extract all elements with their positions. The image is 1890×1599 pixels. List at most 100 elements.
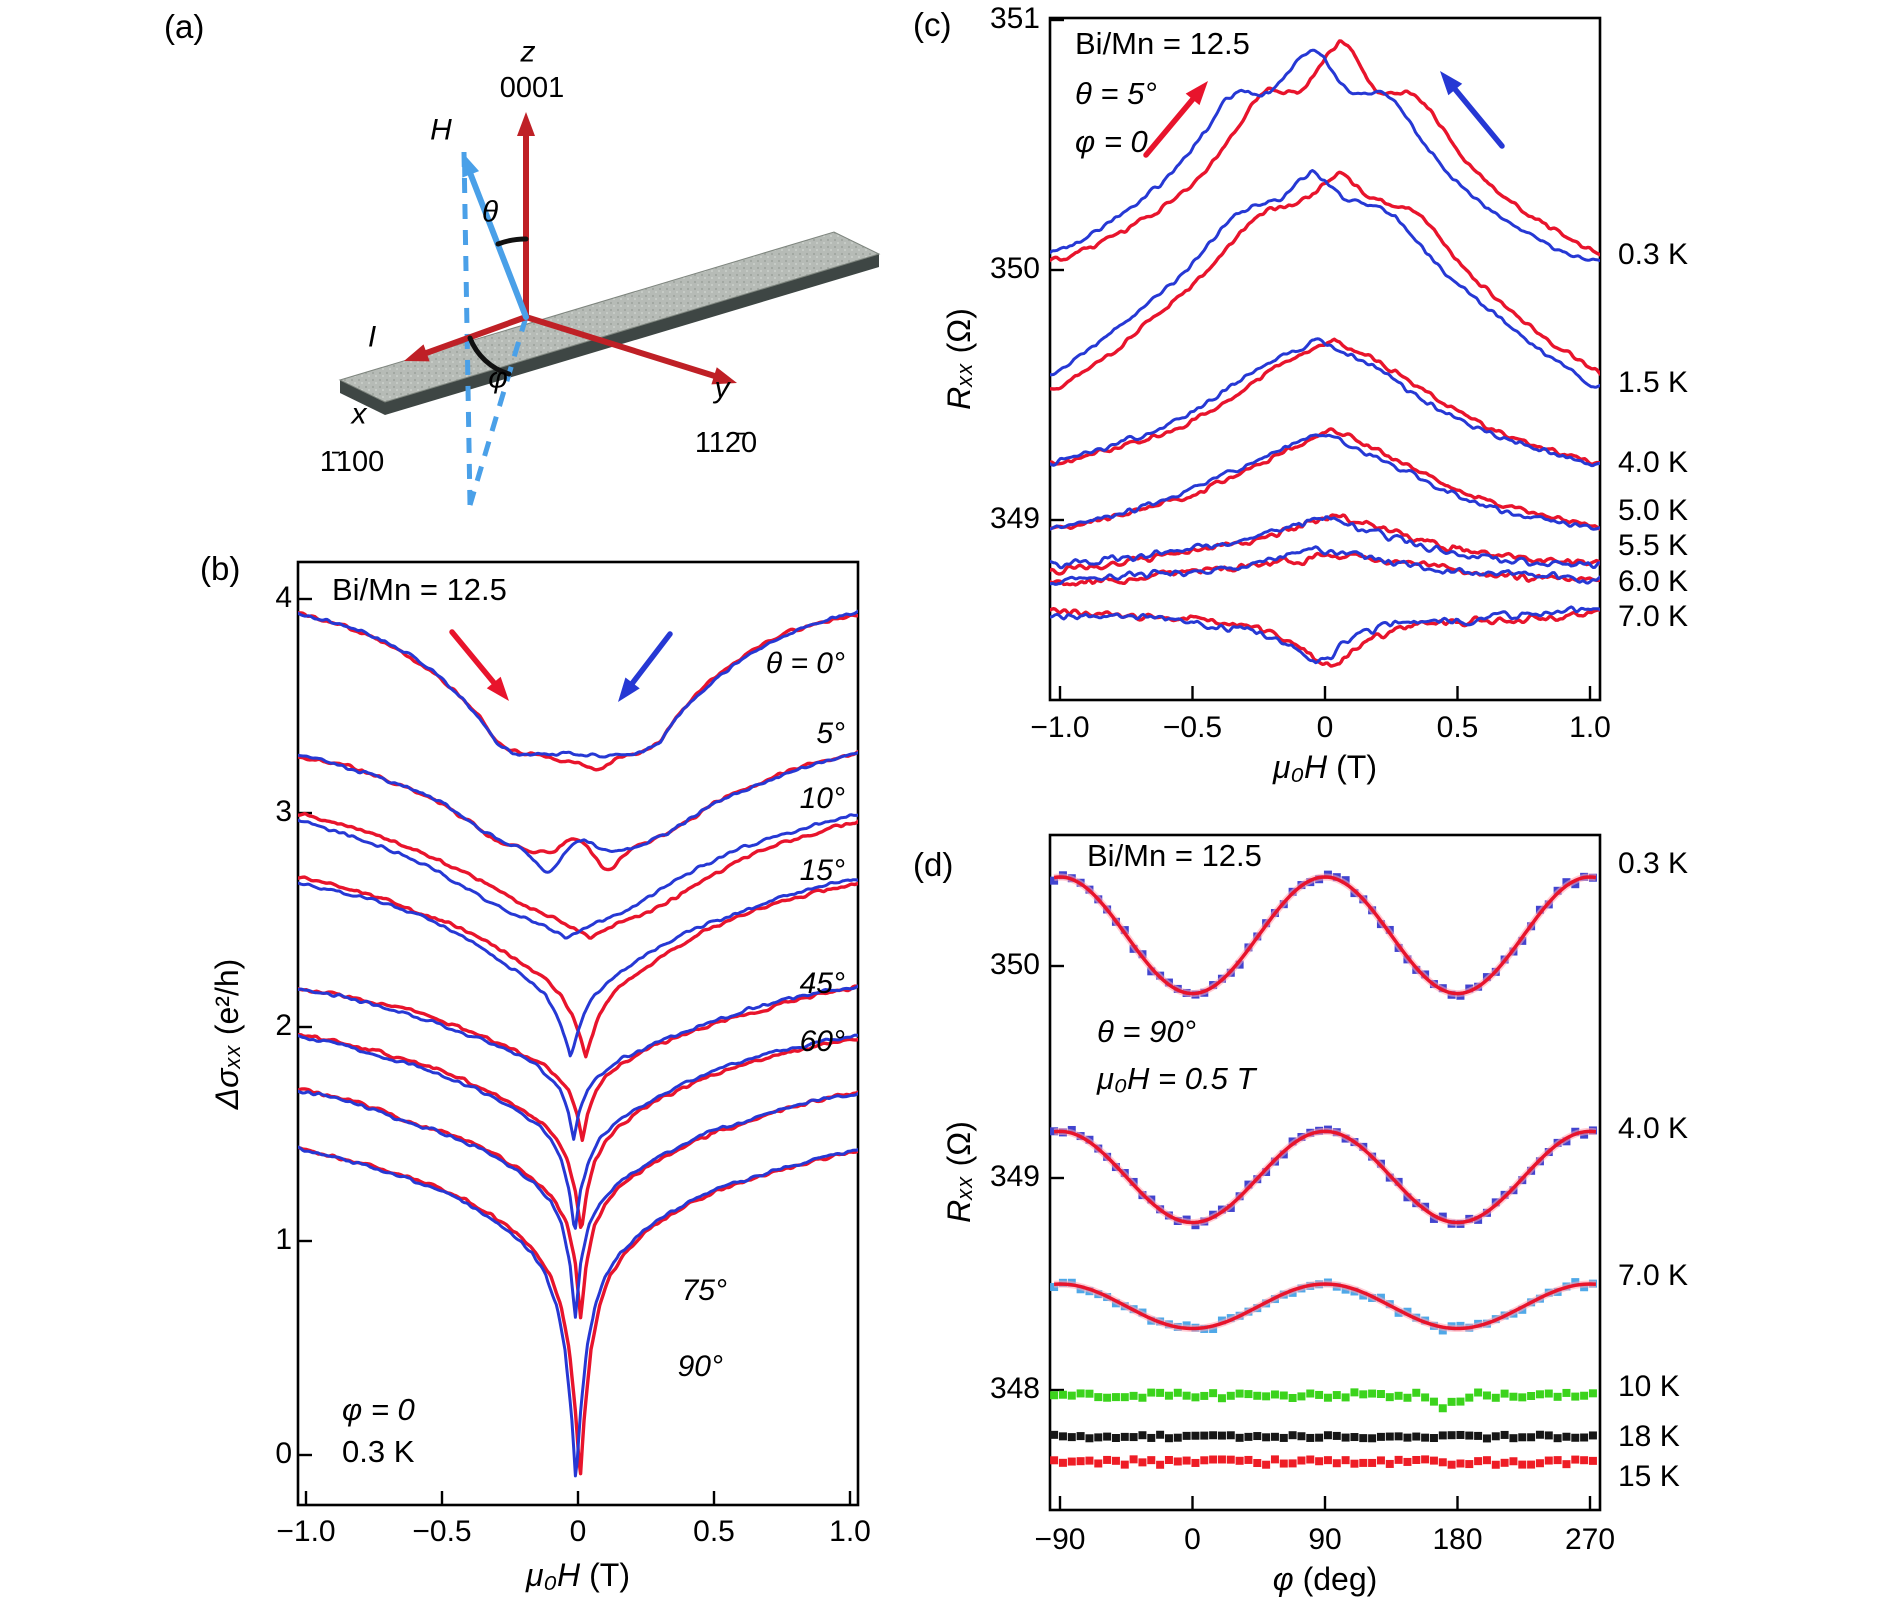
panel-c-curve-4.0K-red [1050, 337, 1600, 466]
panel-b-ytick-label: 1 [275, 1223, 292, 1256]
panel-b-curve-angle-label: 15° [799, 854, 845, 887]
panel-c-temperature-label: 4.0 K [1618, 446, 1689, 479]
panel-d-fit-halo-4.0K [1053, 1127, 1597, 1227]
panel-b-xaxis-title: μ₀H (T) [526, 1557, 630, 1594]
sample-bar-top-face [338, 231, 881, 403]
panel-d-xtick-label: 90 [1308, 1523, 1342, 1556]
field-projection-vertical-dashed [461, 151, 473, 506]
panel-d-markers-0.3K [1050, 870, 1597, 1000]
panel-b-curve-5°-blue [298, 751, 858, 874]
panel-c-upsweep-arrow [1143, 81, 1208, 158]
panel-d-ytick-label: 348 [989, 1372, 1040, 1405]
panel-c-curve-7.0K-red [1050, 607, 1600, 668]
panel-b-curve-90°-blue [298, 1145, 858, 1478]
panel-b-curve-angle-label: 45° [799, 967, 845, 1000]
panel-b-ytick-label: 4 [275, 581, 292, 614]
panel-b-note-phi: φ = 0 [342, 1392, 415, 1427]
panel-d-temperature-label: 7.0 K [1618, 1259, 1689, 1292]
panel-b-curve-angle-label: 75° [681, 1274, 727, 1307]
panel-b-curve-45°-blue [298, 984, 858, 1141]
panel-c-ytick-label: 351 [989, 2, 1040, 35]
panel-d-xtick-label: −90 [1034, 1523, 1086, 1556]
panel-b-ytick-label: 2 [275, 1009, 292, 1042]
panel-d-fit-halo-0.3K [1053, 873, 1597, 998]
panel-b-curve-angle-label: 60° [799, 1025, 845, 1058]
panel-c-axes [1048, 16, 1602, 702]
panel-d-temperature-label: 4.0 K [1618, 1112, 1689, 1145]
panel-b-curve-angle-label: 5° [816, 717, 845, 750]
panel-d-ylabel-unit: (Ω) [941, 1121, 978, 1167]
panel-c-xlabel-unit: (T) [1336, 749, 1377, 786]
y-axis-arrow [523, 314, 737, 385]
panel-b-ylabel-var: Δσₓₓ [209, 1044, 246, 1110]
panel-c-ytick-label: 350 [989, 252, 1040, 285]
panel-d-xlabel-var: φ [1272, 1561, 1294, 1598]
panel-c-temperature-label: 1.5 K [1618, 366, 1689, 399]
panel-b-curve-15°-blue [298, 878, 858, 1058]
panel-c-yaxis-title: Rₓₓ (Ω) [941, 308, 978, 410]
theta-angle-arc [495, 236, 529, 247]
panel-c-xtick-label: 0.5 [1436, 711, 1479, 744]
panel-c-curve-1.5K-red [1050, 170, 1600, 391]
field-projection-slant-dashed [467, 316, 529, 506]
panel-b-curve-angle-label: 10° [799, 782, 845, 815]
panel-d-yaxis-title: Rₓₓ (Ω) [941, 1121, 978, 1223]
current-I-label: I [367, 320, 377, 354]
panel-d-markers-15K [1050, 1455, 1597, 1469]
panel-d-axes [1048, 833, 1602, 1512]
panel-b-xtick-label: 0 [569, 1515, 587, 1548]
panel-c-temperature-label: 5.5 K [1618, 529, 1689, 562]
panel-d-ytick-label: 350 [989, 948, 1040, 981]
diagram-sample-schematic [338, 112, 881, 506]
panel-c-ylabel-unit: (Ω) [941, 308, 978, 354]
axis-z-label: z [520, 35, 536, 69]
panel-d-ytick-label: 349 [989, 1160, 1040, 1193]
panel-b-ytick-label: 0 [275, 1437, 292, 1470]
axis-y-label: y [714, 371, 730, 405]
panel-b-curve-10°-red [298, 811, 858, 940]
panel-d-ylabel-var: Rₓₓ [941, 1175, 978, 1223]
sample-bar-front-edge [385, 254, 879, 415]
panel-d-fit-line-4.0K [1053, 1129, 1597, 1225]
angle-phi-label: φ [488, 361, 508, 395]
panel-b-note-temp: 0.3 K [342, 1434, 415, 1469]
panel-c-xtick-label: 0 [1316, 711, 1334, 744]
panel-c-temperature-label: 6.0 K [1618, 565, 1689, 598]
panel-b-downsweep-arrow [618, 631, 673, 702]
panel-b-curves [298, 609, 858, 1478]
panel-c-xtick-label: −0.5 [1162, 711, 1223, 744]
panel-c-temperature-label: 7.0 K [1618, 600, 1689, 633]
axis-x-label: x [351, 397, 367, 431]
crystal-y-miller: 112̄0 [694, 426, 758, 459]
panel-c-curve-4.0K-blue [1050, 337, 1600, 468]
panel-c-xtick-label: −1.0 [1030, 711, 1090, 744]
panel-b-curve-60°-blue [298, 1033, 858, 1230]
panel-d-markers-18K [1050, 1430, 1597, 1443]
panel-b-xtick-label: −0.5 [412, 1515, 472, 1548]
panel-c-curve-6.0K-blue [1050, 545, 1600, 586]
panel-b-curve-θ=0°-blue [298, 609, 858, 759]
panel-d-title: Bi/Mn = 12.5 [1087, 838, 1262, 873]
sample-bar-end-face [340, 380, 385, 415]
panel-c-xtick-label: 1.0 [1569, 711, 1611, 744]
panel-b-tag: (b) [200, 550, 241, 587]
panel-c-tag: (c) [913, 6, 952, 43]
crystal-x-miller: 1̄100 [319, 445, 385, 478]
panel-b-curve-θ=0°-red [298, 611, 858, 772]
panel-b-xlabel-var: μ₀H [526, 1557, 581, 1594]
panel-d-temperature-label: 0.3 K [1618, 847, 1689, 880]
panel-b-curve-angle-label: θ = 0° [765, 647, 845, 680]
panel-c-ylabel-var: Rₓₓ [941, 362, 978, 410]
panel-d-markers-10K [1050, 1388, 1597, 1413]
panel-b-yaxis-title: Δσₓₓ (e²/h) [209, 959, 246, 1110]
panel-b-xtick-label: 0.5 [693, 1515, 735, 1548]
panel-d-markers-4.0K [1050, 1125, 1597, 1230]
panel-c-xaxis-title: μ₀H (T) [1273, 749, 1377, 786]
panel-c-note-theta: θ = 5° [1075, 76, 1157, 111]
crystal-z-miller: 0001 [499, 71, 565, 104]
panel-a-tag: (a) [164, 8, 205, 45]
current-arrow [404, 314, 529, 362]
panel-d-xtick-label: 180 [1432, 1523, 1483, 1556]
panel-c-curves [1050, 39, 1600, 668]
